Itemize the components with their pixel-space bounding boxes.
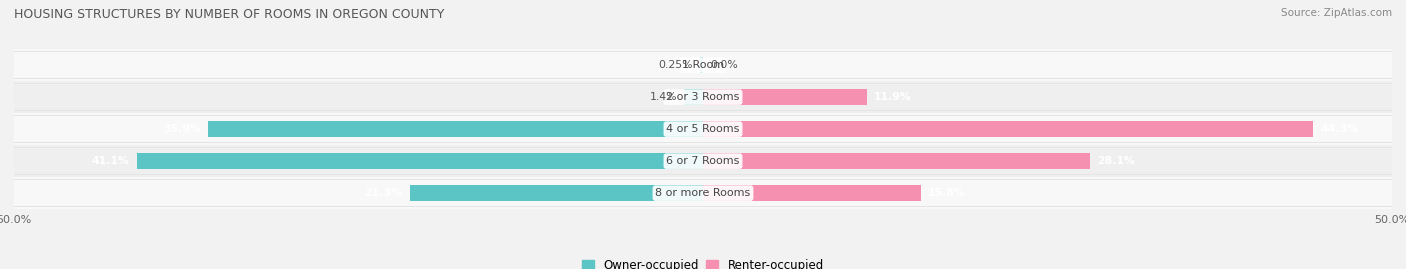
Bar <box>14 180 1392 206</box>
Text: 28.1%: 28.1% <box>1097 156 1135 166</box>
Bar <box>683 89 703 105</box>
Bar <box>703 89 868 105</box>
Text: HOUSING STRUCTURES BY NUMBER OF ROOMS IN OREGON COUNTY: HOUSING STRUCTURES BY NUMBER OF ROOMS IN… <box>14 8 444 21</box>
Text: 41.1%: 41.1% <box>91 156 129 166</box>
Bar <box>700 57 703 73</box>
Bar <box>14 83 1392 111</box>
Text: 0.0%: 0.0% <box>710 60 738 70</box>
Bar <box>703 153 1090 169</box>
Bar <box>208 121 703 137</box>
Text: 4 or 5 Rooms: 4 or 5 Rooms <box>666 124 740 134</box>
Text: 35.9%: 35.9% <box>163 124 201 134</box>
Bar <box>14 115 1392 143</box>
Text: 8 or more Rooms: 8 or more Rooms <box>655 188 751 198</box>
Bar <box>14 179 1392 207</box>
Text: Source: ZipAtlas.com: Source: ZipAtlas.com <box>1281 8 1392 18</box>
Text: 1.4%: 1.4% <box>650 92 676 102</box>
Bar <box>703 121 1313 137</box>
Bar <box>14 84 1392 110</box>
Bar <box>14 49 1392 81</box>
Bar <box>14 177 1392 209</box>
Bar <box>14 147 1392 175</box>
Bar <box>703 186 921 201</box>
Text: 2 or 3 Rooms: 2 or 3 Rooms <box>666 92 740 102</box>
Text: 11.9%: 11.9% <box>875 92 911 102</box>
Text: 6 or 7 Rooms: 6 or 7 Rooms <box>666 156 740 166</box>
Bar <box>14 52 1392 78</box>
Text: 15.8%: 15.8% <box>928 188 966 198</box>
Bar <box>14 51 1392 79</box>
Text: 21.3%: 21.3% <box>364 188 402 198</box>
Bar <box>14 148 1392 174</box>
Legend: Owner-occupied, Renter-occupied: Owner-occupied, Renter-occupied <box>578 254 828 269</box>
Bar <box>14 113 1392 145</box>
Bar <box>14 81 1392 113</box>
Text: 1 Room: 1 Room <box>682 60 724 70</box>
Bar <box>409 186 703 201</box>
Text: 0.25%: 0.25% <box>658 60 693 70</box>
Bar <box>14 145 1392 177</box>
Text: 44.3%: 44.3% <box>1320 124 1358 134</box>
Bar <box>14 116 1392 142</box>
Bar <box>136 153 703 169</box>
